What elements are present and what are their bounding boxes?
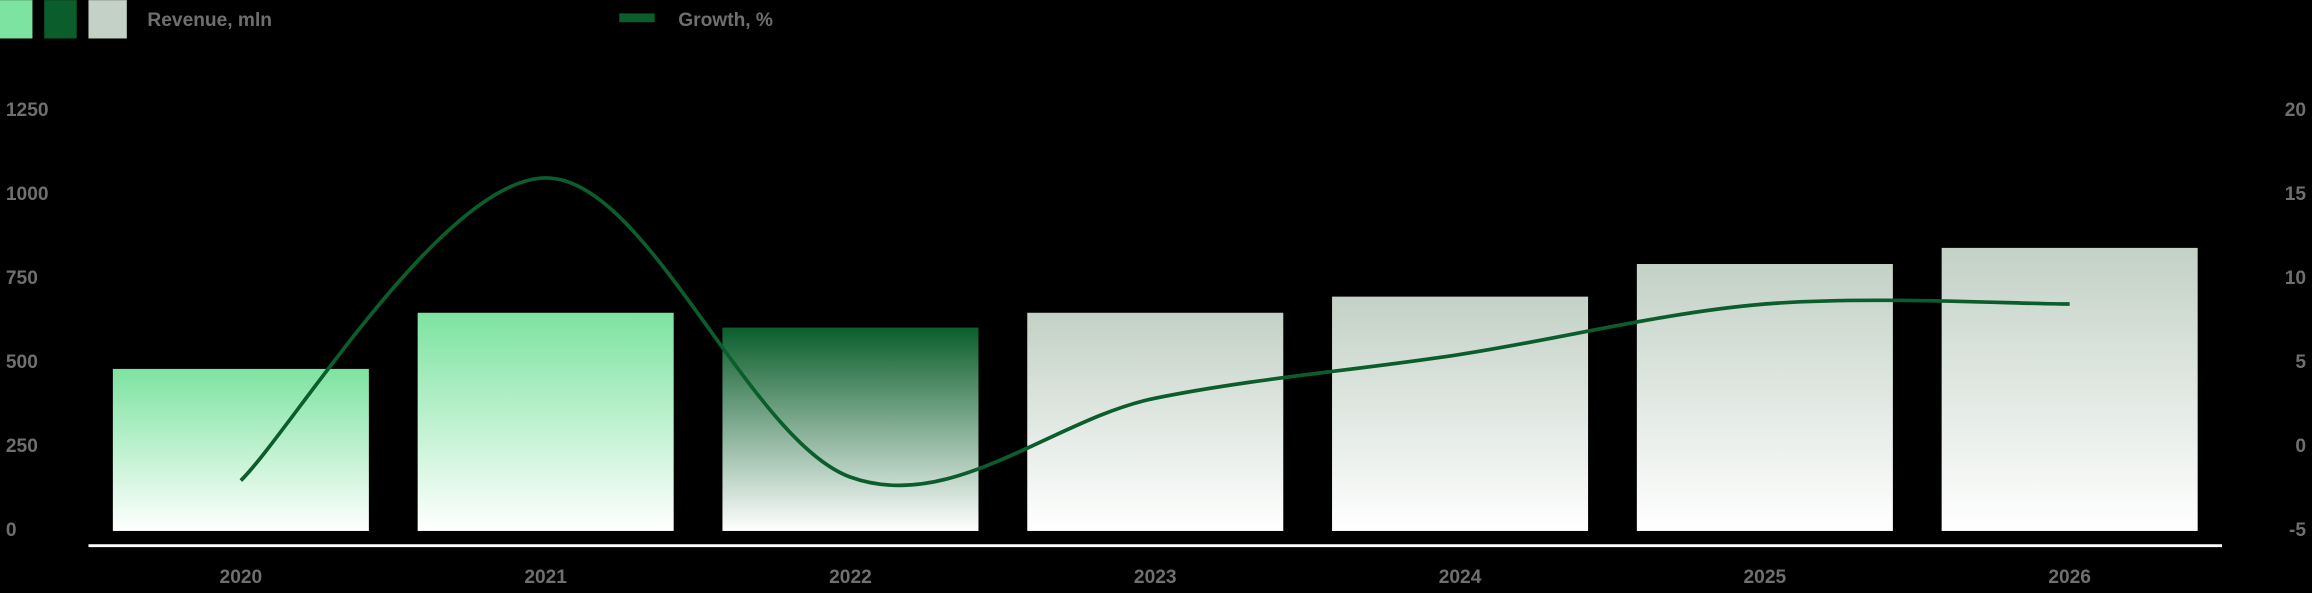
legend-label: Growth, % <box>678 10 773 31</box>
y-tick-label: 750 <box>6 268 38 289</box>
legend-label: Revenue, mln <box>147 10 272 31</box>
legend-swatch <box>88 0 127 39</box>
bar <box>1941 247 2198 531</box>
x-tick-label: 2022 <box>829 567 872 588</box>
x-tick-label: 2026 <box>2048 567 2091 588</box>
y-tick-label: 0 <box>6 520 17 541</box>
y2-tick-label: 0 <box>2295 436 2306 457</box>
y2-tick-label: 10 <box>2285 268 2306 289</box>
y-tick-label: 1000 <box>6 184 49 205</box>
x-tick-label: 2025 <box>1744 567 1787 588</box>
legend-swatch <box>0 0 33 39</box>
y2-tick-label: -5 <box>2289 520 2306 541</box>
x-tick-label: 2021 <box>524 567 567 588</box>
x-tick-label: 2024 <box>1439 567 1482 588</box>
y-tick-label: 250 <box>6 436 38 457</box>
line <box>239 176 2070 488</box>
y-tick-label: 500 <box>6 352 38 373</box>
bar <box>1027 312 1284 531</box>
x-tick-label: 2020 <box>220 567 263 588</box>
y-tick-label: 1250 <box>6 100 49 121</box>
legend-swatch <box>44 0 77 39</box>
bar <box>722 327 979 531</box>
bar <box>417 312 674 531</box>
bar <box>1636 264 1893 531</box>
y2-tick-label: 5 <box>2295 352 2306 373</box>
bar <box>1332 296 1589 531</box>
y2-tick-label: 15 <box>2285 184 2307 205</box>
bar <box>112 368 369 531</box>
x-tick-label: 2023 <box>1134 567 1177 588</box>
legend-swatch <box>619 13 655 23</box>
y2-tick-label: 20 <box>2285 100 2306 121</box>
